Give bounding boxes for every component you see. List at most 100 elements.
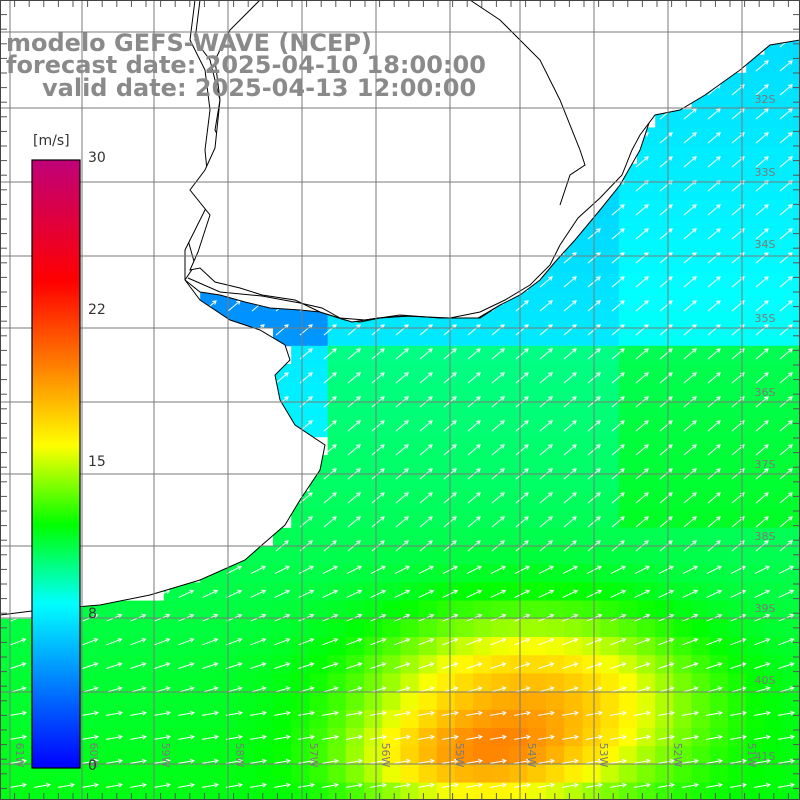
wind-cell <box>691 309 711 328</box>
wind-arrow <box>130 662 147 669</box>
wind-cell <box>582 746 601 765</box>
wind-arrow <box>370 662 387 669</box>
wind-arrow <box>298 734 315 740</box>
wind-cell <box>345 418 365 438</box>
wind-arrow <box>706 758 723 764</box>
wind-cell <box>709 491 729 510</box>
wind-arrow <box>394 589 411 598</box>
wind-cell <box>309 709 328 729</box>
wind-arrow <box>683 204 697 216</box>
wind-cell <box>345 600 365 620</box>
wind-cell <box>691 200 711 219</box>
wind-arrow <box>419 492 433 504</box>
wind-cell <box>418 509 438 529</box>
wind-arrow <box>515 324 529 336</box>
wind-arrow <box>755 444 769 456</box>
wind-cell <box>509 455 529 474</box>
wind-arrow <box>634 782 651 788</box>
wind-arrow <box>394 565 410 575</box>
wind-cell <box>691 382 711 401</box>
wind-cell <box>564 564 583 583</box>
wind-cell <box>764 327 783 347</box>
wind-cell <box>728 527 747 547</box>
wind-cell <box>782 600 800 620</box>
wind-cell <box>455 673 474 692</box>
wind-cell <box>691 782 711 800</box>
wind-cell <box>455 418 474 438</box>
wind-cell <box>546 364 565 383</box>
wind-cell <box>291 364 310 383</box>
wind-arrow <box>779 60 793 72</box>
wind-cell <box>637 637 656 656</box>
wind-cell <box>709 91 729 110</box>
wind-cell <box>673 109 692 128</box>
wind-cell <box>327 746 347 765</box>
wind-cell <box>564 418 583 438</box>
wind-cell <box>127 746 146 765</box>
wind-arrow <box>323 444 337 456</box>
wind-cell <box>145 673 165 692</box>
wind-cell <box>455 527 474 547</box>
wind-cell <box>691 364 711 383</box>
wind-cell <box>782 782 800 800</box>
wind-arrow <box>178 734 195 740</box>
wind-arrow <box>707 300 721 312</box>
wind-cell <box>655 491 674 510</box>
wind-arrow <box>538 734 555 740</box>
wind-cell <box>582 364 601 383</box>
lat-label: 38S <box>755 530 776 543</box>
wind-arrow <box>419 372 433 384</box>
wind-cell <box>163 673 183 692</box>
wind-cell <box>364 473 383 492</box>
wind-cell <box>673 273 692 292</box>
wind-cell <box>236 728 256 747</box>
wind-arrow <box>562 710 579 716</box>
wind-cell <box>600 254 620 274</box>
wind-cell <box>309 491 328 510</box>
wind-cell <box>382 746 401 765</box>
wind-arrow <box>659 228 673 240</box>
wind-cell <box>582 327 601 347</box>
wind-cell <box>746 200 765 219</box>
wind-cell <box>436 728 456 747</box>
wind-arrow <box>755 420 769 432</box>
wind-cell <box>473 618 492 638</box>
wind-cell <box>728 764 747 783</box>
wind-cell <box>473 473 492 492</box>
wind-cell <box>145 782 165 800</box>
wind-cell <box>637 400 656 419</box>
wind-cell <box>509 418 529 438</box>
wind-arrow <box>562 662 579 669</box>
wind-cell <box>637 200 656 219</box>
wind-cell <box>655 400 674 419</box>
wind-cell <box>309 582 328 601</box>
wind-arrow <box>322 758 339 764</box>
wind-cell <box>709 236 729 256</box>
wind-arrow <box>370 710 387 716</box>
wind-arrow <box>563 252 577 264</box>
wind-cell <box>18 764 37 783</box>
wind-cell <box>618 509 638 529</box>
wind-arrow <box>178 758 195 764</box>
wind-cell <box>418 527 438 547</box>
wind-cell <box>400 600 419 620</box>
wind-cell <box>655 473 674 492</box>
wind-arrow <box>226 565 242 575</box>
wind-cell <box>291 345 310 365</box>
wind-cell <box>673 418 692 438</box>
wind-cell <box>36 782 55 800</box>
wind-arrow <box>755 492 769 504</box>
wind-cell <box>509 473 529 492</box>
wind-cell <box>491 546 510 565</box>
wind-cell <box>436 618 456 638</box>
wind-cell <box>491 491 510 510</box>
wind-cell <box>400 782 419 800</box>
wind-cell <box>618 182 638 201</box>
wind-cell <box>473 509 492 529</box>
wind-cell <box>546 582 565 601</box>
wind-cell <box>637 673 656 692</box>
wind-arrow <box>730 589 747 598</box>
wind-arrow <box>683 132 697 144</box>
wind-arrow <box>10 758 27 764</box>
wind-cell <box>236 564 256 583</box>
